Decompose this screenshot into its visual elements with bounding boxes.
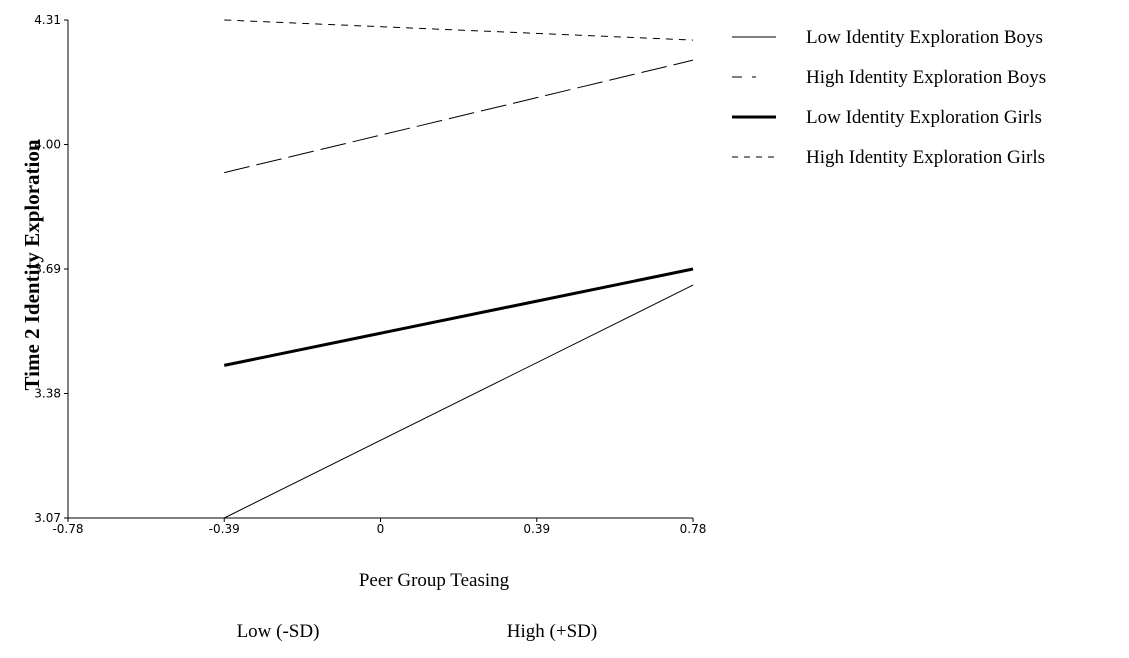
series-line-2 <box>224 59 694 174</box>
legend-label: High Identity Exploration Girls <box>806 147 1045 168</box>
high-level-label: High (+SD) <box>507 621 597 642</box>
x-ticks: -0.78 -0.39 0 0.39 0.78 <box>52 518 706 536</box>
x-tick-label: -0.78 <box>52 522 83 536</box>
series-line-1 <box>224 284 694 519</box>
legend-label: Low Identity Exploration Boys <box>806 27 1043 48</box>
y-axis-label: Time 2 Identity Exploration <box>20 139 44 390</box>
legend-label: High Identity Exploration Boys <box>806 67 1046 88</box>
y-ticks: 3.07 3.38 3.69 4.00 4.31 <box>34 13 68 525</box>
series-line-3 <box>223 267 694 367</box>
y-tick-label: 3.07 <box>34 511 61 525</box>
legend-label: Low Identity Exploration Girls <box>806 107 1042 128</box>
series-line-4 <box>224 19 694 41</box>
y-tick-label: 3.69 <box>34 262 61 276</box>
low-level-label: Low (-SD) <box>237 621 320 642</box>
legend: Low Identity Exploration Boys High Identi… <box>732 27 1046 168</box>
x-tick-label: 0.78 <box>680 522 707 536</box>
x-tick-label: 0.39 <box>523 522 550 536</box>
y-tick-label: 3.38 <box>34 387 61 401</box>
x-axis-label: Peer Group Teasing <box>359 570 510 591</box>
x-tick-label: -0.39 <box>209 522 240 536</box>
y-tick-label: 4.00 <box>34 138 61 152</box>
axes <box>67 20 693 519</box>
y-tick-label: 4.31 <box>34 13 61 27</box>
x-tick-label: 0 <box>377 522 385 536</box>
series-lines <box>223 19 694 519</box>
